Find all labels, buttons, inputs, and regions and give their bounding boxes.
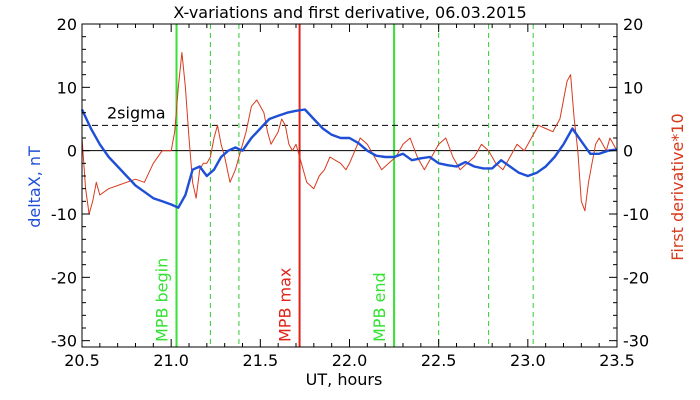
y-right-tick-label: 0: [623, 142, 633, 161]
y-axis-right-title: First derivative*10: [668, 113, 687, 260]
vertical-line-label: MPB begin: [153, 258, 172, 342]
deltax-series-line: [80, 108, 618, 209]
y-right-tick-label: -30: [623, 332, 649, 351]
x-tick-label: 22.0: [332, 351, 368, 370]
y-left-tick-label: -10: [51, 205, 77, 224]
y-right-tick-label: -10: [623, 205, 649, 224]
vertical-line-label: MPB end: [370, 272, 389, 342]
derivative-series-line: [81, 52, 618, 215]
y-left-tick-label: -30: [51, 332, 77, 351]
chart-title: X-variations and first derivative, 06.03…: [173, 3, 526, 22]
y-right-tick-label: -20: [623, 268, 649, 287]
y-left-tick-label: 10: [57, 78, 77, 97]
y-left-tick-label: 0: [67, 142, 77, 161]
y-left-tick-label: 20: [57, 15, 77, 34]
x-tick-label: 22.5: [421, 351, 457, 370]
x-tick-label: 21.5: [243, 351, 279, 370]
vertical-line-label: MPB max: [276, 268, 295, 342]
sigma-line-group: 2sigma: [82, 103, 617, 126]
x-tick-label: 21.0: [153, 351, 189, 370]
vertical-lines: MPB begin MPB max MPB end: [153, 24, 534, 347]
y-left-tick-label: -20: [51, 268, 77, 287]
sigma-label: 2sigma: [107, 103, 166, 122]
x-tick-label: 23.0: [510, 351, 546, 370]
series-group: [80, 52, 618, 215]
y-right-tick-label: 20: [623, 15, 643, 34]
x-tick-label: 20.5: [64, 351, 100, 370]
x-axis-title: UT, hours: [306, 370, 383, 389]
x-tick-label: 23.5: [599, 351, 635, 370]
ticks: 20.5 21.0 21.5 22.0 22.5 23.0 23.5 20 20 10 10 0 0 -1…: [51, 15, 649, 370]
y-axis-left-title: deltaX, nT: [25, 146, 44, 228]
y-right-tick-label: 10: [623, 78, 643, 97]
